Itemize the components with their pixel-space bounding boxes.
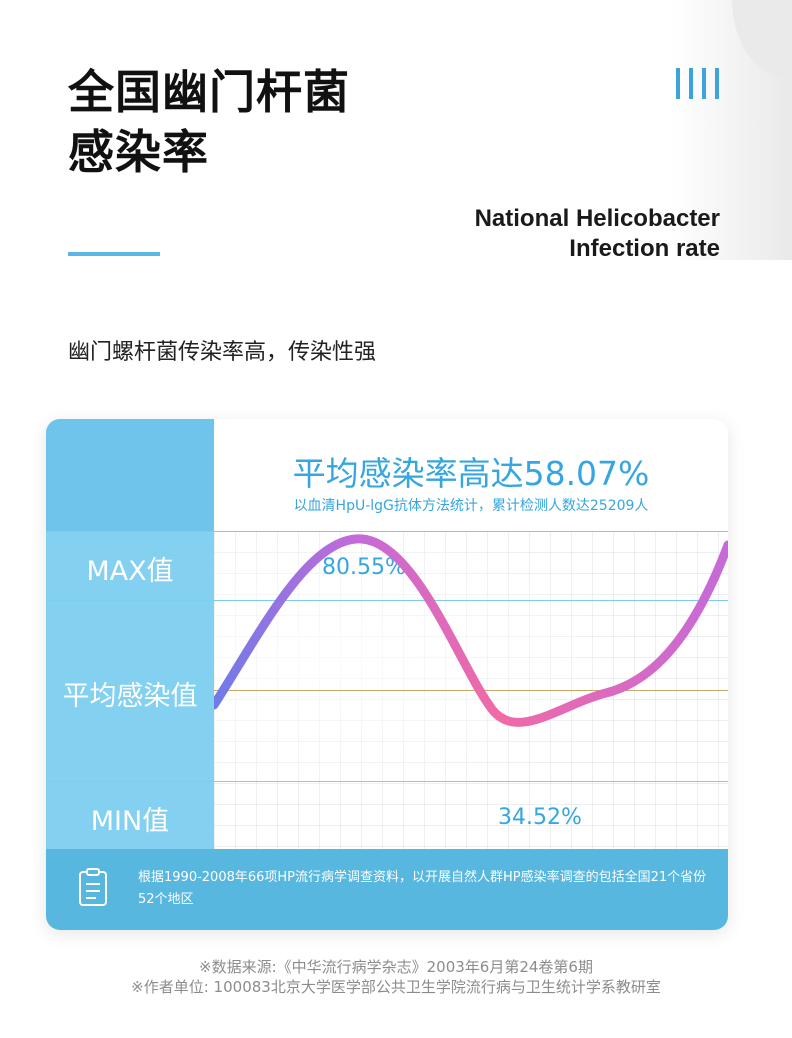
english-title-line-2: Infection rate [569, 235, 720, 262]
deco-bar [676, 68, 680, 99]
decorative-bars [676, 68, 719, 99]
accent-underline [68, 252, 160, 256]
subtitle: 幽门螺杆菌传染率高，传染性强 [68, 340, 377, 365]
infection-rate-card: 平均感染率高达58.07% 以血清HpU-lgG抗体方法统计，累计检测人数达25… [46, 419, 728, 930]
row-divider [46, 781, 728, 782]
average-line [214, 690, 728, 691]
max-label: MAX值 [86, 556, 174, 587]
english-title-line-1: National Helicobacter [474, 205, 720, 232]
english-title: National Helicobacter Infection rate [475, 204, 720, 264]
deco-bar [702, 68, 706, 99]
label-column [46, 419, 214, 849]
min-label: MIN值 [90, 806, 170, 837]
row-divider [46, 531, 728, 532]
survey-note: 根据1990-2008年66项HP流行病学调查资料，以开展自然人群HP感染率调查… [138, 870, 707, 907]
note-bar: 根据1990-2008年66项HP流行病学调查资料，以开展自然人群HP感染率调查… [46, 849, 728, 930]
min-value: 34.52% [498, 805, 582, 830]
headline-subtext: 以血清HpU-lgG抗体方法统计，累计检测人数达25209人 [293, 498, 649, 514]
clipboard-icon [79, 868, 107, 906]
max-value: 80.55% [322, 555, 406, 580]
average-label: 平均感染值 [62, 681, 198, 712]
title-line-1: 全国幽门杆菌 [68, 65, 350, 119]
curve-path [214, 534, 728, 727]
page-title: 全国幽门杆菌 感染率 [68, 62, 350, 182]
average-headline: 平均感染率高达58.07% [292, 454, 650, 493]
row-divider [46, 600, 728, 601]
deco-bar [689, 68, 693, 99]
title-line-2: 感染率 [68, 125, 209, 179]
label-column-header [46, 419, 214, 531]
data-source: ※数据来源:《中华流行病学杂志》2003年6月第24卷第6期 [199, 958, 593, 976]
author-affiliation: ※作者单位: 100083北京大学医学部公共卫生学院流行病与卫生统计学系教研室 [131, 978, 661, 996]
deco-bar [715, 68, 719, 99]
infection-curve [214, 534, 728, 727]
